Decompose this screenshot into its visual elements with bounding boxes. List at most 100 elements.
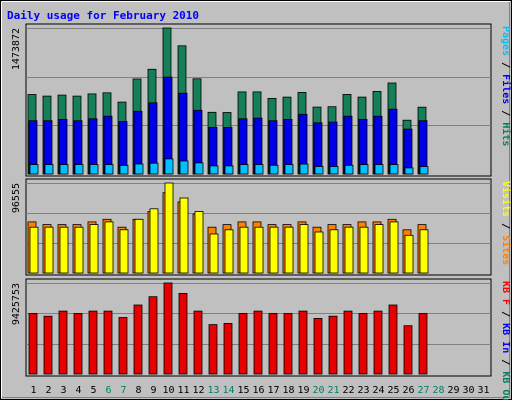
bar-kb-f-day-2 bbox=[43, 315, 53, 375]
x-tick-label-day-13: 13 bbox=[207, 385, 219, 396]
bar-kb-f-day-1 bbox=[28, 313, 38, 375]
bar-kb-f-day-26 bbox=[403, 325, 413, 375]
bar-pages-day-6 bbox=[104, 164, 114, 175]
x-tick-label-day-19: 19 bbox=[297, 385, 309, 396]
bar-visits-day-21 bbox=[329, 229, 339, 274]
bar-files-day-26 bbox=[403, 128, 413, 175]
x-tick-label-day-24: 24 bbox=[372, 385, 384, 396]
bar-pages-day-14 bbox=[224, 165, 234, 175]
legend: Pages / Files / Hits bbox=[500, 26, 512, 146]
bar-pages-day-3 bbox=[59, 164, 69, 175]
x-tick-label-day-9: 9 bbox=[150, 385, 156, 396]
x-tick-label-day-3: 3 bbox=[60, 385, 66, 396]
bar-visits-day-15 bbox=[239, 226, 249, 274]
bar-kb-f-day-12 bbox=[193, 310, 203, 375]
bar-visits-day-19 bbox=[299, 224, 309, 274]
bar-kb-f-day-24 bbox=[373, 310, 383, 375]
x-tick-label-day-28: 28 bbox=[432, 385, 444, 396]
y-max-label: 9425753 bbox=[11, 283, 22, 325]
bar-visits-day-12 bbox=[194, 211, 204, 274]
bar-visits-day-18 bbox=[284, 226, 294, 274]
bar-visits-day-8 bbox=[134, 218, 144, 274]
x-tick-label-day-25: 25 bbox=[387, 385, 399, 396]
x-tick-label-day-12: 12 bbox=[192, 385, 204, 396]
bar-visits-day-14 bbox=[224, 229, 234, 274]
bar-visits-day-1 bbox=[29, 226, 39, 274]
legend-entry: Hits bbox=[500, 122, 512, 146]
x-tick-label-day-18: 18 bbox=[282, 385, 294, 396]
legend-entry: Visits bbox=[500, 181, 512, 217]
bar-kb-f-day-14 bbox=[223, 322, 233, 375]
x-tick-label-day-27: 27 bbox=[417, 385, 429, 396]
hits-panel: 1473872 Pages / Files / Hits bbox=[11, 23, 512, 177]
legend-entry: / bbox=[500, 305, 511, 323]
legend-entry: / bbox=[500, 104, 511, 122]
bar-kb-f-day-10 bbox=[163, 282, 173, 375]
panels-layer: 1473872 Pages / Files / Hits 96555 Visits /… bbox=[11, 23, 512, 400]
legend-entry: / bbox=[500, 217, 511, 235]
bar-visits-day-20 bbox=[314, 231, 324, 274]
bar-pages-day-10 bbox=[164, 158, 174, 175]
bar-pages-day-4 bbox=[74, 164, 84, 175]
bar-kb-f-day-4 bbox=[73, 313, 83, 375]
x-tick-label-day-17: 17 bbox=[267, 385, 279, 396]
bar-kb-f-day-16 bbox=[253, 310, 263, 375]
bar-kb-f-day-23 bbox=[358, 313, 368, 375]
x-tick-label-day-30: 30 bbox=[462, 385, 474, 396]
kbytes-panel: 9425753 KB F / KB In / KB Out bbox=[11, 278, 511, 400]
bar-kb-f-day-6 bbox=[103, 310, 113, 375]
x-tick-label-day-29: 29 bbox=[447, 385, 459, 396]
bar-kb-f-day-8 bbox=[133, 304, 143, 375]
bar-kb-f-day-7 bbox=[118, 317, 128, 375]
legend-entry: Pages bbox=[500, 26, 511, 56]
x-tick-label-day-8: 8 bbox=[135, 385, 141, 396]
bar-kb-f-day-22 bbox=[343, 310, 353, 375]
x-tick-label-day-22: 22 bbox=[342, 385, 354, 396]
bar-pages-day-20 bbox=[314, 166, 324, 175]
x-tick-label-day-23: 23 bbox=[357, 385, 369, 396]
bar-pages-day-7 bbox=[119, 164, 129, 175]
bar-pages-day-2 bbox=[44, 164, 54, 175]
bar-kb-f-day-5 bbox=[88, 310, 98, 375]
legend: KB F / KB In / KB Out bbox=[500, 281, 511, 400]
bar-kb-f-day-13 bbox=[208, 324, 218, 375]
bar-visits-day-11 bbox=[179, 197, 189, 274]
bar-pages-day-13 bbox=[209, 165, 219, 175]
bar-visits-day-5 bbox=[89, 224, 99, 274]
x-tick-label-day-16: 16 bbox=[252, 385, 264, 396]
bar-kb-f-day-25 bbox=[388, 304, 398, 375]
legend-entry: KB F bbox=[500, 281, 511, 305]
bar-pages-day-8 bbox=[134, 163, 144, 175]
bar-pages-day-12 bbox=[194, 162, 204, 175]
bar-pages-day-24 bbox=[374, 164, 384, 175]
bar-kb-f-day-20 bbox=[313, 317, 323, 375]
bar-pages-day-15 bbox=[239, 164, 249, 175]
legend-entry: / bbox=[500, 56, 511, 74]
bar-visits-day-6 bbox=[104, 221, 114, 274]
bar-visits-day-22 bbox=[344, 226, 354, 274]
bar-visits-day-23 bbox=[359, 226, 369, 274]
visits-panel: 96555 Visits / Sites bbox=[11, 178, 512, 276]
legend-entry: Sites bbox=[500, 235, 512, 265]
bar-visits-day-16 bbox=[254, 226, 264, 274]
bar-pages-day-27 bbox=[419, 166, 429, 175]
bar-kb-f-day-21 bbox=[328, 315, 338, 375]
x-tick-label-day-10: 10 bbox=[162, 385, 174, 396]
bar-kb-f-day-27 bbox=[418, 313, 428, 375]
bar-kb-f-day-9 bbox=[148, 296, 158, 375]
y-max-label: 1473872 bbox=[11, 28, 22, 70]
bar-kb-f-day-17 bbox=[268, 313, 278, 375]
x-tick-label-day-15: 15 bbox=[237, 385, 249, 396]
legend-entry: / bbox=[500, 353, 511, 371]
x-tick-label-day-2: 2 bbox=[45, 385, 51, 396]
bar-pages-day-23 bbox=[359, 164, 369, 175]
bar-pages-day-9 bbox=[149, 162, 159, 175]
legend-entry: KB Out bbox=[500, 371, 511, 400]
bar-visits-day-10 bbox=[164, 182, 174, 274]
x-tick-label-day-1: 1 bbox=[30, 385, 36, 396]
x-tick-label-day-31: 31 bbox=[477, 385, 489, 396]
bar-visits-day-2 bbox=[44, 226, 54, 274]
bar-pages-day-16 bbox=[254, 164, 264, 175]
bar-kb-f-day-18 bbox=[283, 313, 293, 375]
